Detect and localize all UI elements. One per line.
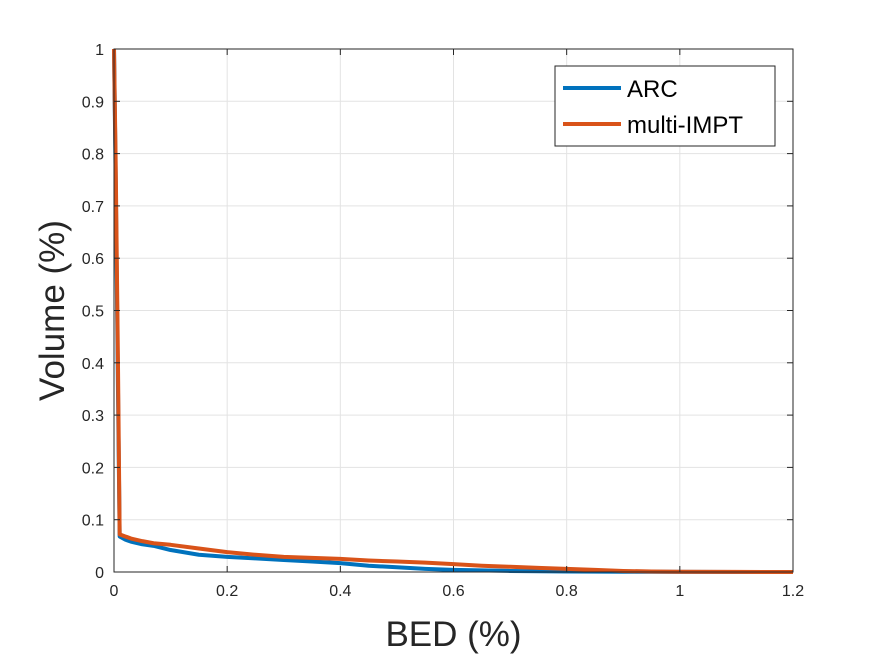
x-tick-label: 0.8 — [556, 583, 578, 600]
y-tick-label: 0 — [95, 565, 104, 582]
y-tick-label: 0.6 — [82, 251, 104, 268]
y-tick-label: 0.1 — [82, 513, 104, 530]
y-axis-label: Volume (%) — [33, 220, 72, 401]
y-tick-label: 0.7 — [82, 199, 104, 216]
y-tick-label: 0.2 — [82, 460, 104, 477]
y-tick-label: 0.8 — [82, 147, 104, 164]
axes — [113, 48, 794, 573]
x-tick-label: 0 — [110, 583, 119, 600]
tick-labels: 0 0.2 0.4 0.6 0.8 1 1.2 0 0.1 0.2 0.3 0.4 0.5 0.6 0.7 0… — [82, 42, 804, 600]
x-tick-label: 0.2 — [216, 583, 238, 600]
series-line-arc — [112, 48, 794, 574]
x-tick-label: 0.4 — [329, 583, 351, 600]
legend[interactable]: ARC multi-IMPT — [554, 65, 776, 147]
y-tick-label: 0.9 — [82, 94, 104, 111]
legend-box — [554, 65, 776, 147]
x-tick-label: 0.6 — [442, 583, 464, 600]
y-tick-label: 1 — [95, 42, 104, 59]
x-tick-label: 1 — [675, 583, 684, 600]
x-axis-label: BED (%) — [385, 615, 521, 654]
x-tick-label: 1.2 — [782, 583, 804, 600]
y-tick-label: 0.5 — [82, 304, 104, 321]
series-layer — [112, 48, 794, 574]
series-line-multi-impt — [112, 48, 794, 574]
legend-label-arc: ARC — [627, 76, 678, 103]
legend-label-multi-impt: multi-IMPT — [627, 112, 743, 139]
y-tick-label: 0.4 — [82, 356, 104, 373]
y-tick-label: 0.3 — [82, 408, 104, 425]
